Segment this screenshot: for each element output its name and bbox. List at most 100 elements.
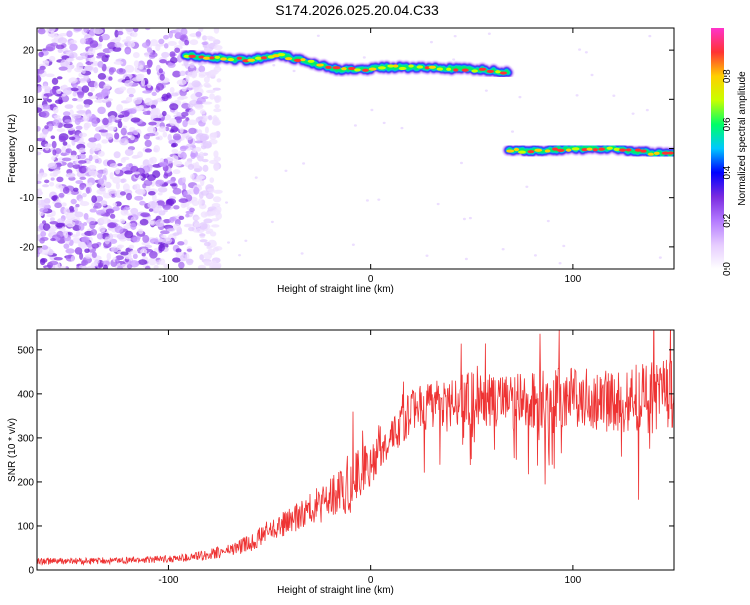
noise-speckle (44, 125, 49, 130)
noise-speckle (198, 28, 204, 33)
noise-speckle (62, 87, 72, 96)
noise-speckle (211, 224, 220, 228)
ridge-peak (613, 147, 620, 151)
noise-speckle (92, 155, 99, 161)
noise-speckle (132, 253, 138, 260)
noise-speckle (158, 243, 165, 252)
noise-speckle (213, 189, 223, 194)
noise-speckle (191, 80, 201, 88)
noise-speckle (167, 40, 177, 47)
noise-speckle (254, 176, 258, 179)
noise-speckle (91, 251, 97, 259)
noise-speckle (78, 78, 87, 82)
noise-speckle (116, 233, 127, 240)
noise-speckle (43, 60, 50, 67)
ridge-peak (471, 69, 478, 73)
noise-speckle (110, 219, 120, 223)
noise-speckle (175, 28, 181, 32)
noise-speckle (166, 228, 176, 232)
ridge-peak (506, 149, 515, 153)
noise-speckle (178, 95, 188, 100)
noise-speckle (130, 222, 137, 230)
noise-speckle (52, 106, 59, 114)
noise-speckle (459, 161, 463, 165)
noise-speckle (193, 222, 201, 228)
noise-speckle (148, 52, 158, 58)
noise-speckle (171, 149, 179, 154)
noise-speckle (148, 208, 154, 212)
noise-speckle (112, 46, 122, 52)
noise-speckle (106, 126, 117, 131)
noise-speckle (238, 253, 242, 257)
noise-speckle (68, 77, 78, 84)
noise-speckle (163, 173, 169, 179)
noise-speckle (128, 244, 135, 249)
noise-speckle (71, 114, 82, 119)
noise-speckle (163, 34, 170, 40)
noise-speckle (50, 30, 55, 38)
noise-speckle (48, 260, 59, 266)
noise-speckle (74, 66, 84, 73)
noise-speckle (112, 206, 120, 212)
noise-speckle (146, 68, 151, 75)
noise-speckle (65, 248, 75, 254)
y-tick-label: -10 (20, 193, 35, 204)
noise-speckle (91, 119, 98, 127)
noise-speckle (98, 225, 106, 233)
noise-speckle (87, 92, 93, 97)
ridge-peak (495, 70, 501, 74)
noise-speckle (116, 30, 124, 36)
noise-speckle (94, 81, 99, 89)
noise-speckle (78, 132, 88, 138)
noise-speckle (203, 46, 214, 52)
ridge-peak (534, 148, 543, 152)
noise-speckle (83, 212, 89, 220)
ridge-peak (392, 64, 399, 68)
noise-speckle (42, 223, 51, 231)
noise-speckle (141, 42, 150, 48)
noise-speckle (85, 159, 92, 165)
noise-speckle (40, 258, 48, 263)
noise-speckle (134, 183, 141, 191)
noise-speckle (70, 198, 77, 205)
noise-speckle (57, 48, 63, 53)
noise-speckle (66, 220, 76, 228)
noise-speckle (179, 254, 188, 262)
colorbar-ticks: 0.0 0.2 0.4 0.6 0.8 (722, 69, 733, 276)
noise-speckle (209, 231, 217, 237)
colorbar-tick-label: 0.8 (722, 69, 733, 83)
ridge-peak (478, 67, 487, 71)
noise-speckle (144, 97, 153, 106)
noise-speckle (193, 168, 201, 173)
chart-title: S174.2026.025.20.04.C33 (275, 2, 439, 18)
noise-speckle (114, 225, 124, 234)
ridge-peak (619, 148, 626, 152)
noise-speckle (114, 132, 120, 140)
noise-speckle (209, 177, 215, 183)
ridge-peak (552, 147, 559, 151)
noise-speckle (167, 62, 176, 68)
noise-speckle (182, 183, 187, 191)
ridge-peak (214, 55, 221, 59)
ridge-peak (416, 65, 424, 69)
snr-series (37, 330, 674, 566)
noise-speckle (112, 176, 121, 184)
noise-speckle (141, 252, 146, 257)
noise-speckle (195, 91, 203, 98)
noise-speckle (52, 86, 57, 95)
noise-speckle (155, 219, 165, 228)
noise-speckle (81, 236, 90, 243)
noise-speckle (124, 48, 131, 54)
noise-speckle (156, 82, 165, 91)
noise-speckle (62, 141, 68, 146)
noise-speckle (84, 248, 90, 254)
noise-speckle (183, 191, 189, 196)
noise-speckle (179, 70, 186, 76)
noise-speckle (79, 38, 87, 45)
noise-speckle (78, 166, 87, 174)
noise-speckle (436, 202, 440, 206)
noise-speckle (119, 191, 126, 196)
noise-speckle (77, 241, 87, 248)
noise-speckle (81, 192, 87, 198)
